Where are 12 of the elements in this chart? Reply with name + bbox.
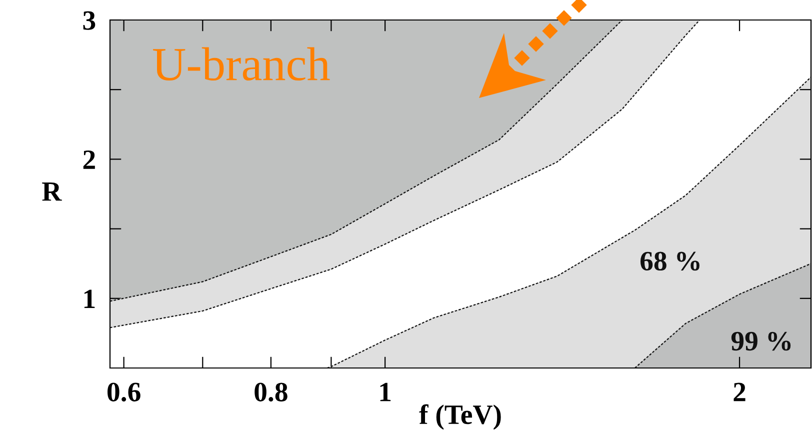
x-tick-label: 0.6	[108, 382, 140, 402]
y-tick-label: 3	[83, 11, 96, 30]
x-axis-title: f (TeV)	[419, 404, 501, 430]
annotation: U-branch	[153, 47, 330, 81]
x-tick-label: 1	[380, 382, 391, 402]
annotation: 68 %	[640, 252, 700, 271]
x-tick-label: 0.8	[254, 382, 288, 402]
y-axis-title: R	[42, 182, 62, 201]
y-tick-label: 2	[83, 150, 95, 169]
y-tick-label: 1	[84, 290, 95, 308]
annotation: 99 %	[731, 332, 791, 351]
x-tick-label: 2	[734, 382, 746, 402]
